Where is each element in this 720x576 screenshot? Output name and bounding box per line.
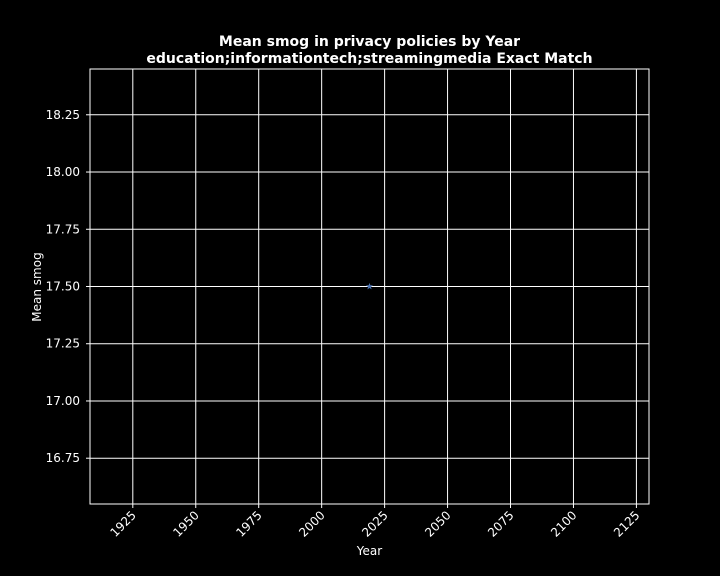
y-tick-label: 18.00 — [46, 165, 80, 179]
y-tick-label: 17.50 — [46, 280, 80, 294]
y-tick-label: 18.25 — [46, 108, 80, 122]
x-axis-label: Year — [356, 544, 382, 558]
chart-title: Mean smog in privacy policies by Year — [219, 34, 520, 50]
y-tick-label: 17.25 — [46, 337, 80, 351]
series — [366, 282, 373, 290]
y-tick-label: 16.75 — [46, 451, 80, 465]
y-tick-label: 17.75 — [46, 222, 80, 236]
y-tick-label: 17.00 — [46, 394, 80, 408]
data-point — [366, 282, 373, 290]
y-ticks: 16.75 17.00 17.25 17.50 17.75 18.00 18.25 — [46, 108, 90, 465]
plot-frame — [89, 68, 650, 505]
y-axis-label: Mean smog — [30, 252, 44, 321]
chart-subtitle: education;informationtech;streamingmedia… — [146, 51, 592, 67]
